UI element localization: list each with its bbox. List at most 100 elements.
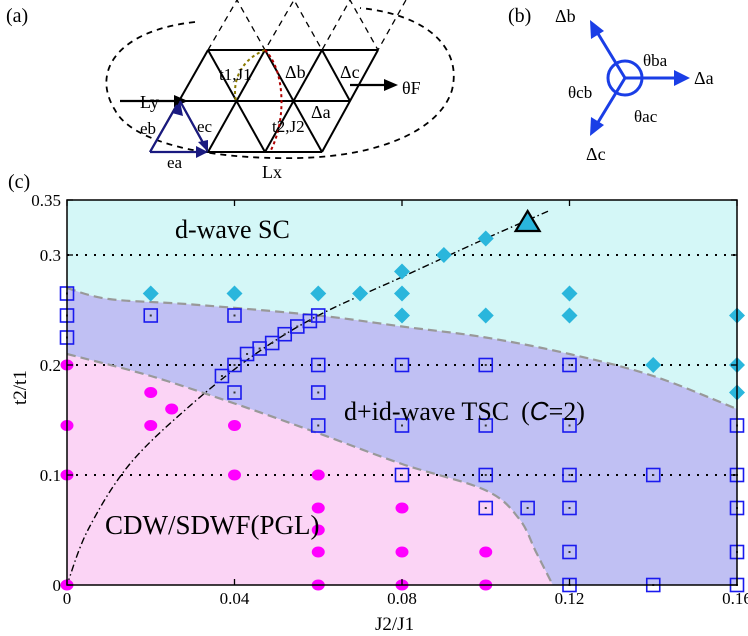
cdw-point xyxy=(311,546,325,558)
panel-a: (a) xyxy=(6,0,455,182)
t2-j2-label: t2,J2 xyxy=(272,117,305,136)
sc-point xyxy=(477,230,494,247)
y-tick-label: 0.3 xyxy=(40,246,61,265)
sc-point xyxy=(142,285,159,302)
tsc-point-dot xyxy=(283,333,286,336)
y-tick-label: 0.2 xyxy=(40,356,61,375)
sc-point xyxy=(435,247,452,263)
sc-point xyxy=(226,285,243,302)
tsc-point-dot xyxy=(401,424,403,427)
cdw-point xyxy=(228,469,241,481)
y-tick-label: 0.35 xyxy=(31,191,61,210)
tsc-point xyxy=(227,357,242,373)
tsc-point-dot xyxy=(258,347,261,350)
y-axis-label: t2/t1 xyxy=(10,370,31,405)
cdw-point xyxy=(395,546,409,558)
cdw-point xyxy=(144,420,158,431)
phase-label-cdw: CDW/SDWF(PGL) xyxy=(105,510,320,540)
sc-point xyxy=(352,285,369,302)
lattice-delta-c: Δc xyxy=(340,62,360,82)
phase-label-tsc-value: =2) xyxy=(549,397,585,426)
tsc-point-dot xyxy=(401,474,403,476)
tsc-point xyxy=(239,346,255,362)
t2-bond-curve xyxy=(264,49,283,153)
sc-point xyxy=(561,285,578,302)
cdw-point xyxy=(311,524,325,536)
panel-b-label: (b) xyxy=(508,5,531,27)
lattice-dashed-top xyxy=(207,0,407,52)
sc-point xyxy=(645,357,662,373)
y-tick-label: 0 xyxy=(53,576,62,595)
phase-label-tsc: d+id-wave TSC (C=2) xyxy=(344,396,585,426)
sc-point xyxy=(310,285,327,302)
sc-point xyxy=(477,307,494,324)
tsc-point-dot xyxy=(317,391,320,394)
phase-regions xyxy=(67,200,737,585)
ea-label: ea xyxy=(167,153,183,172)
panel-a-label: (a) xyxy=(6,5,28,27)
op-theta-cb: θcb xyxy=(568,83,592,102)
x-tick-label: 0.16 xyxy=(722,589,748,608)
tsc-point-dot xyxy=(317,364,320,366)
tsc-point xyxy=(290,319,305,334)
lx-label: Lx xyxy=(262,162,282,182)
tsc-point-dot xyxy=(568,364,571,366)
cdw-point xyxy=(165,403,179,415)
tsc-point-dot xyxy=(568,551,571,553)
tsc-point-dot xyxy=(484,364,487,366)
op-delta-a: Δa xyxy=(694,68,714,88)
delta-c-vector xyxy=(595,77,627,125)
phase-label-tsc-open: ( xyxy=(521,397,530,426)
cdw-point xyxy=(395,502,409,514)
tsc-point-dot xyxy=(233,314,236,317)
delta-b-arrowhead xyxy=(590,20,604,39)
tsc-point xyxy=(562,467,577,483)
tsc-point xyxy=(214,368,230,384)
ec-arrowhead xyxy=(198,140,208,152)
tsc-point xyxy=(227,308,242,323)
tsc-point-dot xyxy=(526,507,529,509)
cylinder-ellipse xyxy=(105,7,455,160)
delta-c-arrowhead xyxy=(590,117,604,136)
cdw-point xyxy=(311,502,325,514)
x-tick-label: 0.04 xyxy=(220,589,250,608)
tsc-point-dot xyxy=(233,391,236,394)
tsc-point xyxy=(310,308,326,323)
transition-point xyxy=(513,208,542,233)
phase-label-tsc-name: d+id-wave TSC xyxy=(344,397,509,426)
tsc-point-dot xyxy=(484,424,487,427)
tsc-point-dot xyxy=(149,314,152,317)
tsc-point-dot xyxy=(220,375,223,377)
ec-label: ec xyxy=(197,117,213,136)
tsc-point xyxy=(310,385,326,400)
tsc-point xyxy=(562,544,577,560)
sc-point xyxy=(561,307,578,324)
x-axis-label: J2/J1 xyxy=(375,614,414,635)
tsc-point xyxy=(394,357,410,373)
tsc-region xyxy=(67,288,737,585)
cdw-point xyxy=(311,469,325,481)
axis-ticks: 0 0.04 0.08 0.12 0.16 0 0.1 0.2 0.3 0.35 xyxy=(31,191,748,608)
delta-b-vector xyxy=(595,31,627,79)
panel-c-label: (c) xyxy=(8,171,30,193)
eb-label: eb xyxy=(140,119,156,138)
tsc-point xyxy=(478,467,494,483)
tsc-point-dot xyxy=(246,353,249,355)
ly-label: Ly xyxy=(140,92,159,112)
lattice-delta-a: Δa xyxy=(311,102,331,122)
tsc-point xyxy=(394,418,410,433)
tsc-point xyxy=(227,385,242,400)
t1-j1-label: t1,J1 xyxy=(219,65,252,84)
phase-label-tsc-chern: C xyxy=(530,396,549,426)
x-tick-label: 0 xyxy=(63,589,72,608)
op-delta-b: Δb xyxy=(555,6,576,26)
flux-arrow xyxy=(350,79,398,91)
tsc-cdw-boundary xyxy=(66,352,554,586)
tsc-point-dot xyxy=(484,474,487,476)
cdw-region xyxy=(67,354,553,585)
dash-dot-line xyxy=(66,210,549,586)
tsc-point-dot xyxy=(317,424,320,427)
tsc-point-dot xyxy=(317,314,320,317)
panel-c: (c) 0 0.04 0.08 0.12 0.16 0 0.1 0.2 0.3 0.35 d-wa… xyxy=(8,171,748,635)
